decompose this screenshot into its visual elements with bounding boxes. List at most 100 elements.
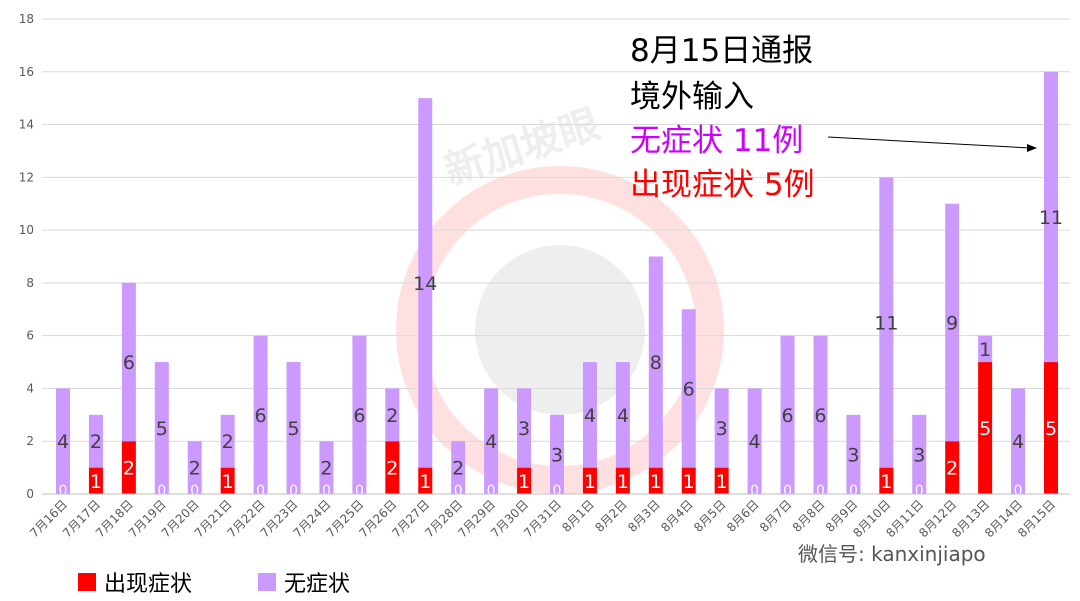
- bar-symptomatic: [714, 467, 729, 494]
- legend-item-symptomatic: 出现症状: [78, 566, 192, 598]
- bar-asymptomatic: [747, 388, 762, 494]
- y-tick-label: 2: [26, 434, 34, 448]
- x-tick-label: 8月5日: [691, 497, 729, 535]
- bar-asymptomatic: [681, 309, 696, 468]
- y-tick-label: 6: [26, 329, 34, 343]
- bar-symptomatic: [615, 467, 630, 494]
- bar-asymptomatic: [1011, 388, 1026, 494]
- data-label-symptomatic: 1: [518, 471, 530, 493]
- y-tick-label: 0: [26, 487, 34, 501]
- data-label-asymptomatic: 14: [413, 273, 437, 295]
- data-label-symptomatic: 1: [222, 471, 234, 493]
- bar-symptomatic: [385, 441, 400, 494]
- data-label-symptomatic: 0: [289, 483, 298, 499]
- data-label-symptomatic: 0: [750, 483, 759, 499]
- bar-symptomatic: [978, 362, 993, 494]
- bar-asymptomatic: [385, 388, 400, 442]
- data-label-asymptomatic: 2: [90, 431, 102, 453]
- data-label-asymptomatic: 4: [485, 431, 497, 453]
- bar-asymptomatic: [154, 362, 169, 494]
- bar-symptomatic: [220, 467, 235, 494]
- legend-swatch: [78, 573, 96, 591]
- data-label-asymptomatic: 5: [156, 418, 168, 440]
- data-label-symptomatic: 0: [355, 483, 364, 499]
- data-label-asymptomatic: 3: [913, 444, 925, 466]
- bar-asymptomatic: [978, 335, 993, 363]
- bar-asymptomatic: [1044, 71, 1058, 363]
- data-label-symptomatic: 2: [386, 458, 398, 480]
- annotation-symptomatic: 出现症状 5例: [630, 167, 815, 203]
- data-label-symptomatic: 1: [584, 471, 596, 493]
- annotation-asymptomatic: 无症状 11例: [630, 123, 804, 159]
- data-label-symptomatic: 0: [256, 483, 265, 499]
- data-label-asymptomatic: 2: [222, 431, 234, 453]
- bar-symptomatic: [1044, 362, 1058, 494]
- bar-asymptomatic: [879, 177, 894, 468]
- data-label-asymptomatic: 3: [716, 418, 728, 440]
- data-label-symptomatic: 0: [816, 483, 825, 499]
- bar-symptomatic: [88, 467, 103, 494]
- data-label-symptomatic: 5: [1045, 418, 1057, 440]
- bar-asymptomatic: [352, 335, 367, 494]
- y-tick-label: 12: [19, 170, 34, 184]
- bar-asymptomatic: [220, 414, 235, 468]
- y-tick-label: 16: [19, 65, 34, 79]
- data-label-asymptomatic: 6: [353, 405, 365, 427]
- data-label-asymptomatic: 4: [749, 431, 761, 453]
- data-label-asymptomatic: 3: [551, 444, 563, 466]
- data-label-symptomatic: 1: [617, 471, 629, 493]
- bar-asymptomatic: [945, 203, 960, 442]
- data-label-asymptomatic: 6: [781, 405, 793, 427]
- x-tick-label: 8月7日: [757, 497, 795, 535]
- bar-asymptomatic: [780, 335, 795, 494]
- x-tick-label: 8月6日: [724, 497, 762, 535]
- x-tick-label: 8月1日: [559, 497, 597, 535]
- y-tick-label: 8: [26, 276, 34, 290]
- data-label-symptomatic: 1: [650, 471, 662, 493]
- data-label-symptomatic: 0: [849, 483, 858, 499]
- watermark-account: 微信号: kanxinjiapo: [798, 542, 986, 566]
- data-label-asymptomatic: 9: [946, 312, 958, 334]
- data-label-symptomatic: 2: [946, 458, 958, 480]
- data-label-asymptomatic: 3: [847, 444, 859, 466]
- data-label-asymptomatic: 2: [320, 458, 332, 480]
- bar-asymptomatic: [615, 362, 630, 468]
- data-label-symptomatic: 1: [716, 471, 728, 493]
- data-label-asymptomatic: 1: [979, 339, 991, 361]
- data-label-asymptomatic: 3: [518, 418, 530, 440]
- data-label-asymptomatic: 6: [683, 378, 695, 400]
- bar-asymptomatic: [846, 414, 861, 494]
- data-label-symptomatic: 1: [90, 471, 102, 493]
- annotation-subtitle: 境外输入: [630, 79, 754, 115]
- bar-asymptomatic: [253, 335, 268, 494]
- bar-asymptomatic: [550, 414, 564, 494]
- annotation-arrow: [827, 136, 1031, 149]
- data-label-symptomatic: 0: [783, 483, 792, 499]
- data-label-asymptomatic: 4: [617, 405, 629, 427]
- data-label-asymptomatic: 4: [584, 405, 596, 427]
- bar-asymptomatic: [714, 388, 729, 468]
- bar-asymptomatic: [648, 256, 663, 468]
- data-label-asymptomatic: 6: [123, 352, 135, 374]
- data-label-symptomatic: 1: [880, 471, 892, 493]
- data-label-asymptomatic: 6: [255, 405, 267, 427]
- legend-item-asymptomatic: 无症状: [258, 566, 350, 598]
- data-label-symptomatic: 0: [157, 483, 166, 499]
- legend-swatch: [258, 573, 276, 591]
- bar-asymptomatic: [286, 362, 301, 494]
- bar-symptomatic: [879, 467, 894, 494]
- annotation-title: 8月15日通报: [630, 33, 814, 69]
- data-label-symptomatic: 0: [322, 483, 331, 499]
- bar-asymptomatic: [484, 388, 499, 494]
- y-tick-label: 4: [26, 381, 34, 395]
- bar-symptomatic: [681, 467, 696, 494]
- data-label-asymptomatic: 4: [57, 431, 69, 453]
- watermark-logo-center: [475, 245, 645, 415]
- data-label-symptomatic: 0: [553, 483, 562, 499]
- data-label-symptomatic: 0: [454, 483, 463, 499]
- bar-symptomatic: [121, 441, 136, 494]
- bar-symptomatic: [582, 467, 597, 494]
- data-label-asymptomatic: 11: [1039, 207, 1063, 229]
- bar-asymptomatic: [56, 388, 70, 494]
- bar-symptomatic: [648, 467, 663, 494]
